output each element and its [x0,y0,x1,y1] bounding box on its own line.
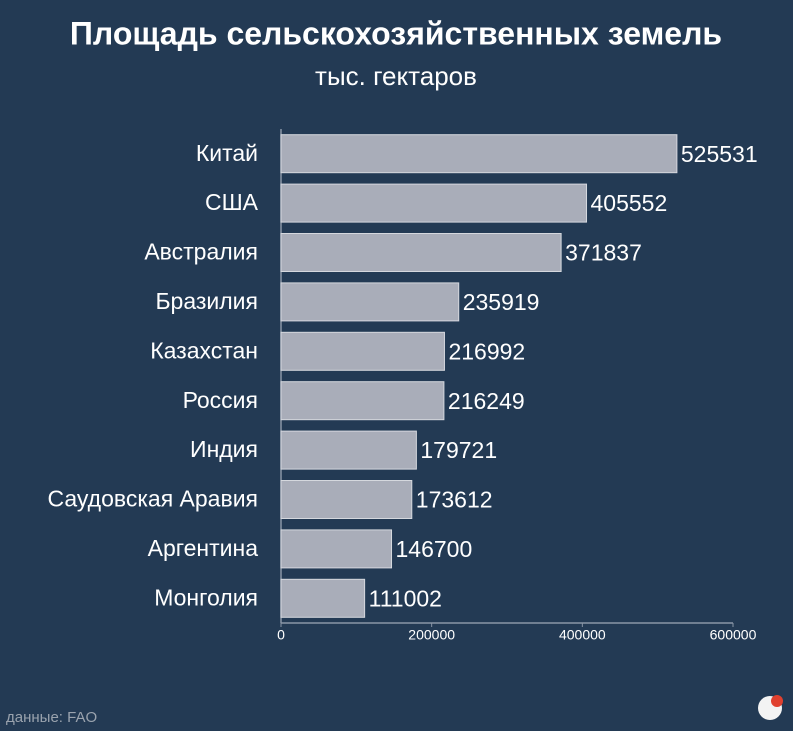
value-label: 146700 [396,536,473,562]
bar [280,282,460,322]
bar [280,233,562,272]
bar [280,134,678,174]
value-label: 371837 [565,240,642,266]
logo [758,695,783,720]
value-label: 235919 [463,289,540,315]
bar [280,480,413,519]
bar [280,381,445,421]
value-label: 525531 [681,141,758,167]
value-label: 216992 [448,338,525,364]
category-label: Индия [190,436,258,462]
bar [280,430,417,470]
source-note: данные: FAO [6,709,97,726]
category-label: Аргентина [148,535,259,561]
category-label: Монголия [154,584,258,610]
value-label: 179721 [420,437,497,463]
chart-subtitle: тыс. гектаров [315,61,477,91]
category-label: Бразилия [155,288,258,314]
category-label: Австралия [144,239,258,265]
x-tick-label: 600000 [710,627,757,643]
chart-title: Площадь сельскохозяйственных земель [70,15,722,51]
category-label: США [205,189,259,215]
value-label: 111002 [369,585,442,611]
category-label: Казахстан [150,337,258,363]
x-tick-label: 0 [277,627,285,643]
category-label: Китай [196,140,258,166]
category-label: Россия [183,387,258,413]
value-label: 216249 [448,388,525,414]
category-label: Саудовская Аравия [48,486,258,512]
x-tick-label: 400000 [559,627,606,643]
value-label: 173612 [416,487,493,513]
bar [280,578,366,618]
x-tick-label: 200000 [408,627,455,643]
logo-dot [771,695,783,707]
value-label: 405552 [591,190,668,216]
bar [280,529,393,569]
bar [280,331,445,371]
bar [280,183,588,223]
